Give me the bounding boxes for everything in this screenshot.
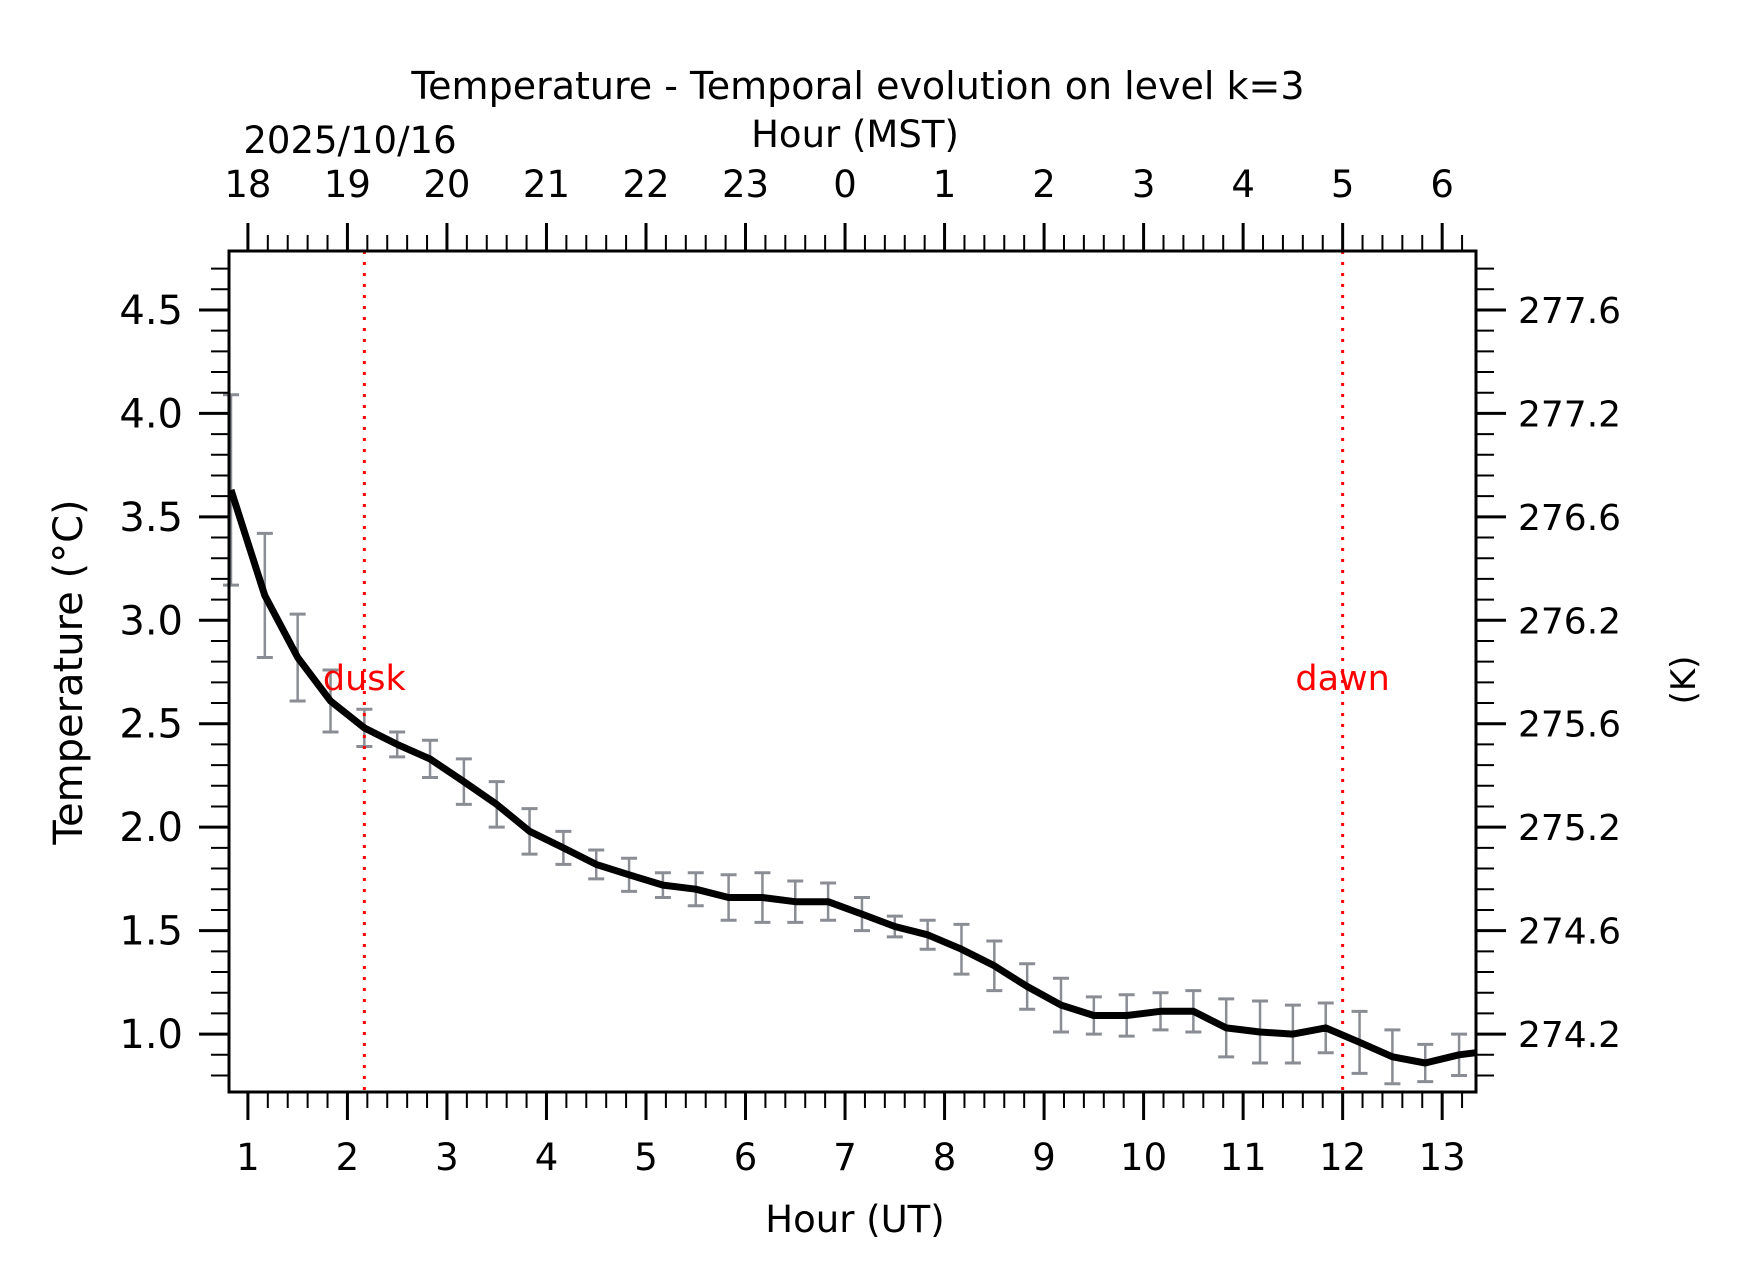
x-tick-label: 6 [734, 1136, 758, 1179]
top-x-tick-label: 1 [933, 163, 957, 206]
temperature-series-line [227, 488, 1477, 1067]
top-x-tick-label: 19 [324, 163, 371, 206]
top-x-tick-label: 0 [833, 163, 857, 206]
x-axis-label: Hour (UT) [765, 1198, 944, 1241]
y-axis-left: 1.0 1.5 2.0 2.5 3.0 3.5 4.0 4.5 [119, 267, 229, 1077]
x-tick-label: 1 [236, 1136, 260, 1179]
y2-tick-label: 277.6 [1518, 291, 1621, 332]
x-axis-bottom: 1 2 3 4 5 6 7 8 9 10 11 12 13 [236, 1092, 1466, 1179]
top-x-tick-label: 3 [1132, 163, 1156, 206]
x-tick-label: 13 [1419, 1136, 1466, 1179]
event-lines [362, 251, 1345, 1092]
x-tick-label: 8 [933, 1136, 957, 1179]
top-x-tick-label: 6 [1430, 163, 1454, 206]
top-x-tick-label: 20 [423, 163, 470, 206]
top-x-tick-label: 18 [224, 163, 271, 206]
x-tick-label: 9 [1032, 1136, 1056, 1179]
y-tick-label: 3.0 [119, 598, 183, 644]
plot-frame [227, 249, 1478, 1094]
x-tick-label: 7 [833, 1136, 857, 1179]
y-tick-label: 1.5 [119, 909, 183, 955]
x-tick-label: 10 [1120, 1136, 1167, 1179]
y2-axis-label: (K) [1664, 656, 1704, 705]
top-x-tick-label: 5 [1331, 163, 1355, 206]
chart-title: Temperature - Temporal evolution on leve… [410, 64, 1304, 108]
y-axis-right: 274.2 274.6 275.2 275.6 276.2 276.6 277.2 277.6 [1476, 267, 1621, 1077]
y-axis-label: Temperature (°C) [46, 499, 92, 845]
y-tick-label: 3.5 [119, 495, 183, 541]
dawn-label: dawn [1295, 659, 1389, 699]
y2-tick-label: 276.6 [1518, 498, 1621, 539]
top-x-tick-label: 21 [523, 163, 570, 206]
y2-tick-label: 275.2 [1518, 808, 1621, 849]
top-x-axis-label: Hour (MST) [751, 113, 959, 156]
y-tick-label: 2.0 [119, 805, 183, 851]
error-bar [222, 393, 239, 587]
y2-tick-label: 277.2 [1518, 394, 1621, 435]
top-x-tick-label: 23 [722, 163, 769, 206]
top-x-tick-label: 4 [1231, 163, 1255, 206]
x-tick-label: 12 [1319, 1136, 1366, 1179]
error-bars [222, 393, 1468, 1086]
top-date-label: 2025/10/16 [243, 119, 456, 162]
top-x-tick-label: 22 [622, 163, 669, 206]
y-tick-label: 1.0 [119, 1012, 183, 1058]
top-x-tick-label: 2 [1032, 163, 1056, 206]
x-tick-label: 2 [336, 1136, 360, 1179]
dusk-label: dusk [323, 659, 407, 699]
x-axis-top: 18 19 20 21 22 23 0 1 2 3 4 5 6 [224, 163, 1464, 251]
annotations: dusk dawn [323, 659, 1390, 699]
x-tick-label: 4 [535, 1136, 559, 1179]
x-tick-label: 3 [435, 1136, 459, 1179]
y-tick-label: 4.0 [119, 391, 183, 437]
x-tick-label: 11 [1220, 1136, 1267, 1179]
x-tick-label: 5 [634, 1136, 658, 1179]
y2-tick-label: 274.2 [1518, 1015, 1621, 1056]
y-tick-label: 2.5 [119, 702, 183, 748]
y2-tick-label: 275.6 [1518, 705, 1621, 746]
y2-tick-label: 274.6 [1518, 912, 1621, 953]
y-tick-label: 4.5 [119, 288, 183, 334]
y2-tick-label: 276.2 [1518, 601, 1621, 642]
